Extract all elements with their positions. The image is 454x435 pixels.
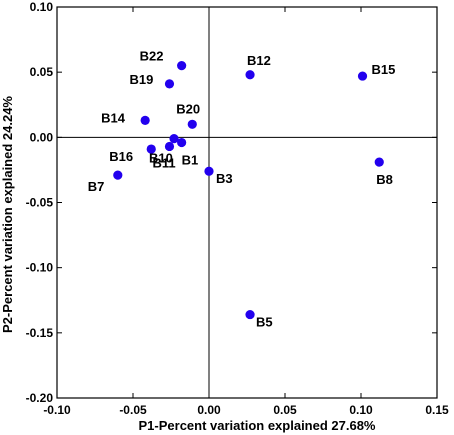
y-tick-label: -0.20 — [26, 391, 54, 405]
data-point-b7 — [113, 170, 123, 180]
x-axis-title: P1-Percent variation explained 27.68% — [139, 418, 376, 433]
data-point-b15 — [357, 71, 368, 81]
points-layer — [113, 61, 384, 320]
y-tick-label: -0.10 — [26, 261, 54, 275]
x-tick-label: 0.15 — [425, 403, 449, 417]
data-point-b16 — [146, 144, 156, 154]
ticks-layer: -0.10 -0.05 0.00 0.05 0.10 0.15 0.10 0.05 0.00 -0… — [26, 0, 449, 417]
data-point-b5 — [245, 309, 255, 320]
data-point-b8 — [374, 157, 384, 167]
point-label-b20: B20 — [176, 101, 200, 116]
point-label-b14: B14 — [101, 110, 126, 125]
data-point-b10 — [169, 134, 179, 144]
plot-area-frame — [56, 6, 438, 399]
y-axis-title: P2-Percent variation explained 24.24% — [0, 96, 15, 333]
point-label-b1: B1 — [182, 153, 199, 168]
point-label-b19: B19 — [129, 72, 153, 87]
x-tick-label: 0.10 — [349, 403, 373, 417]
x-tick-label: 0.05 — [273, 403, 297, 417]
y-tick-label: -0.15 — [26, 326, 54, 340]
x-tick-label: -0.10 — [43, 403, 71, 417]
x-tick-label: -0.05 — [119, 403, 147, 417]
data-point-b22 — [177, 61, 187, 71]
data-point-b19 — [164, 79, 175, 89]
point-label-b5: B5 — [256, 315, 273, 330]
point-label-b11: B11 — [152, 155, 175, 170]
y-tick-label: 0.05 — [30, 65, 54, 79]
point-label-b10: B10 — [149, 151, 173, 166]
point-label-b7: B7 — [88, 179, 105, 194]
y-tick-label: 0.10 — [30, 0, 54, 14]
point-label-b12: B12 — [247, 53, 271, 68]
y-tick-label: -0.05 — [26, 196, 54, 210]
point-label-b16: B16 — [109, 149, 133, 164]
data-point-b1 — [177, 137, 187, 148]
point-label-b8: B8 — [376, 172, 393, 187]
point-label-b22: B22 — [140, 49, 164, 64]
y-tick-label: 0.00 — [30, 130, 54, 144]
x-tick-label: 0.00 — [197, 403, 221, 417]
data-point-b14 — [140, 115, 150, 125]
point-label-b3: B3 — [216, 171, 233, 186]
point-label-b15: B15 — [372, 62, 396, 77]
data-point-b11 — [164, 141, 175, 152]
point-labels-layer: B22 B12 B15 B19 B14 B20 B16 B10 B1 B3 B7 B11 B8 B5 — [88, 49, 396, 330]
data-point-b3 — [204, 166, 214, 176]
data-point-b20 — [187, 119, 197, 129]
reference-lines — [57, 7, 437, 398]
data-point-b12 — [245, 70, 255, 80]
